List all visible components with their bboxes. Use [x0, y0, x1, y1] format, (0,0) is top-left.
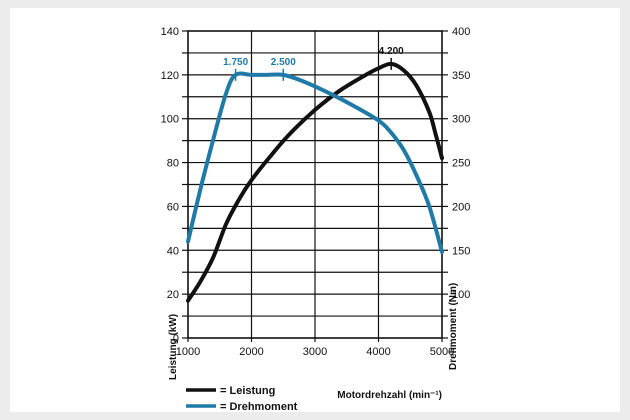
left-tick-label: 120: [161, 70, 179, 82]
left-tick-label: 60: [167, 201, 179, 213]
x-tick-label: 5000: [430, 346, 454, 358]
left-tick-label: 40: [167, 245, 179, 257]
power-torque-chart: 0 20 40 60 80 100 120 140 100 150 200 250 300 350 400…: [161, 26, 471, 412]
left-tick-label: 0: [173, 333, 179, 345]
right-tick-label: 300: [452, 114, 470, 126]
legend: = Leistung = Drehmoment: [186, 385, 298, 412]
x-tick-label: 3000: [303, 346, 327, 358]
left-tick-label: 20: [167, 289, 179, 301]
right-tick-label: 150: [452, 245, 470, 257]
right-tick-label: 100: [452, 289, 470, 301]
left-tick-label: 80: [167, 158, 179, 170]
x-tick-label: 4000: [366, 346, 390, 358]
legend-label-drehmoment: = Drehmoment: [220, 401, 298, 412]
legend-label-leistung: = Leistung: [220, 385, 275, 397]
x-axis-title: Motordrehzahl (min⁻¹): [337, 390, 442, 401]
left-axis-ticks: 0 20 40 60 80 100 120 140: [161, 26, 188, 345]
series-line-drehmoment: [186, 71, 444, 254]
left-tick-label: 140: [161, 26, 179, 38]
series-lines: [186, 61, 444, 303]
x-axis-ticks: 1000 2000 3000 4000 5000: [176, 338, 454, 358]
annotation-label: 2.500: [271, 57, 296, 68]
right-tick-label: 400: [452, 26, 470, 38]
right-axis-title: Drehmoment (Nm): [448, 283, 459, 370]
annotation-label: 4.200: [379, 46, 404, 57]
series-line-leistung: [186, 61, 444, 303]
left-tick-label: 100: [161, 114, 179, 126]
right-axis-ticks: 100 150 200 250 300 350 400: [442, 26, 470, 339]
right-tick-label: 350: [452, 70, 470, 82]
grid: [187, 30, 443, 339]
x-tick-label: 2000: [239, 346, 263, 358]
chart-panel: 0 20 40 60 80 100 120 140 100 150 200 250 300 350 400…: [10, 8, 620, 412]
right-tick-label: 200: [452, 201, 470, 213]
annotation-label: 1.750: [223, 57, 248, 68]
left-axis-title: Leistung (kW): [168, 314, 179, 380]
x-tick-label: 1000: [176, 346, 200, 358]
annotations: 4.200 1.750 2.500: [223, 46, 404, 81]
right-tick-label: 250: [452, 158, 470, 170]
